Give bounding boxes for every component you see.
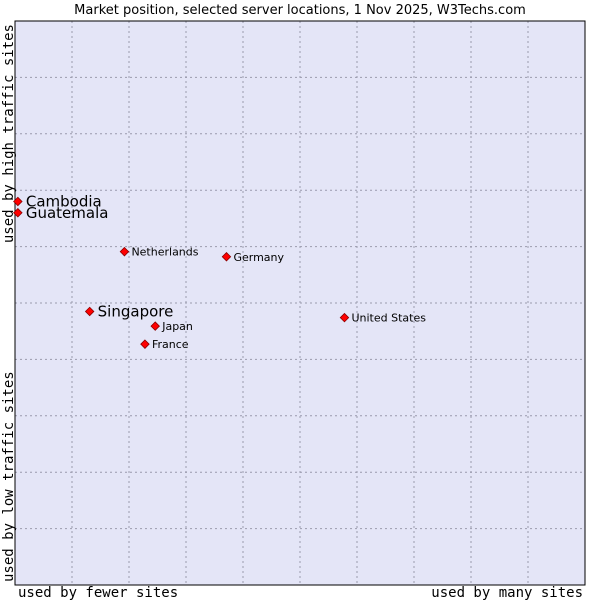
point-marker-guatemala bbox=[13, 207, 23, 218]
data-point-japan: Japan bbox=[150, 320, 193, 333]
point-label-japan: Japan bbox=[161, 320, 193, 333]
point-marker-netherlands bbox=[119, 246, 130, 257]
x-axis-label-left: used by fewer sites bbox=[18, 585, 178, 600]
point-marker-united-states bbox=[339, 312, 350, 323]
data-point-singapore: Singapore bbox=[84, 302, 174, 320]
point-label-germany: Germany bbox=[233, 251, 284, 264]
data-point-netherlands: Netherlands bbox=[119, 246, 199, 259]
x-axis-label-right: used by many sites bbox=[431, 585, 583, 600]
data-point-france: France bbox=[140, 338, 189, 351]
grid bbox=[15, 21, 585, 585]
point-marker-singapore bbox=[84, 306, 95, 317]
data-point-guatemala: Guatemala bbox=[13, 204, 109, 222]
point-label-singapore: Singapore bbox=[98, 302, 174, 320]
point-marker-cambodia bbox=[13, 196, 23, 207]
data-point-united-states: United States bbox=[339, 312, 426, 325]
point-marker-france bbox=[140, 339, 150, 349]
data-point-germany: Germany bbox=[221, 251, 285, 264]
y-axis-label-top: used by high traffic sites bbox=[1, 24, 17, 243]
point-label-guatemala: Guatemala bbox=[26, 204, 109, 222]
point-label-cambodia: Cambodia bbox=[26, 192, 102, 210]
point-label-france: France bbox=[152, 338, 189, 351]
data-point-cambodia: Cambodia bbox=[13, 192, 102, 210]
plot-border bbox=[14, 20, 586, 586]
point-marker-japan bbox=[150, 321, 160, 331]
point-label-united-states: United States bbox=[351, 312, 426, 325]
chart-title: Market position, selected server locatio… bbox=[74, 3, 526, 18]
point-marker-germany bbox=[221, 251, 232, 262]
point-label-netherlands: Netherlands bbox=[131, 246, 198, 259]
y-axis-label-bottom: used by low traffic sites bbox=[1, 371, 17, 582]
